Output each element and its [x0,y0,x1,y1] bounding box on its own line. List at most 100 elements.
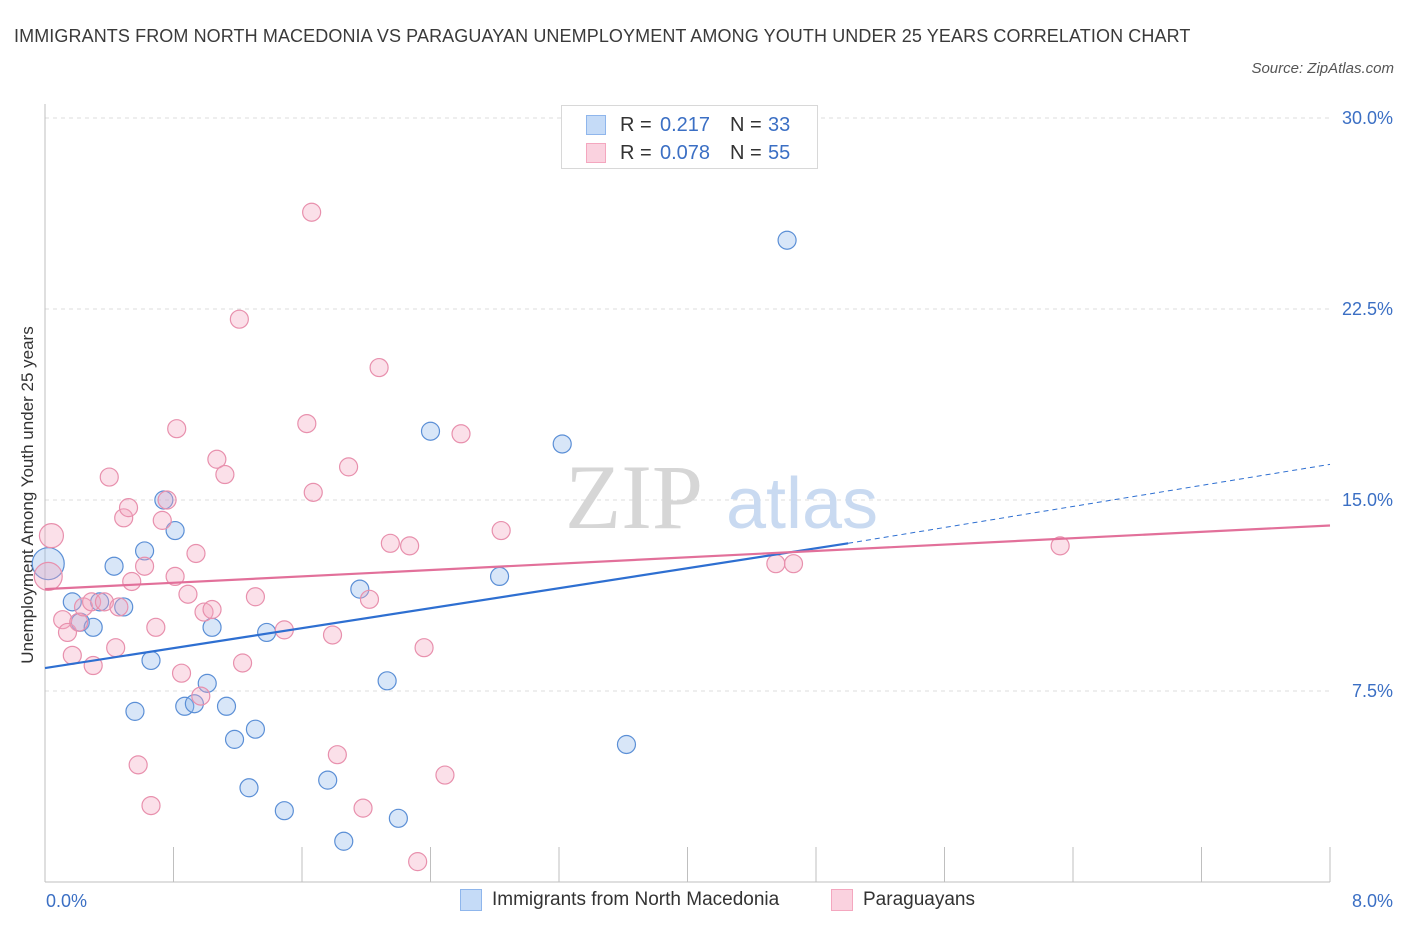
x-axis-max-label: 8.0% [1351,891,1393,911]
data-point [359,589,380,609]
series-north-macedonia-points [31,230,797,851]
data-point [99,467,119,487]
legend-row-north-macedonia: R = 0.217 N = 33 [586,113,790,137]
data-point [202,599,222,620]
data-point [184,694,204,714]
data-point [191,686,211,706]
data-point [216,696,237,716]
legend-n-label: N = [730,141,762,164]
data-point [167,419,187,439]
data-point [245,587,266,607]
trend-line-extension [848,463,1331,544]
data-point [297,414,317,434]
data-point [353,798,373,818]
data-point [232,653,253,673]
data-point [777,230,797,250]
data-point [350,579,370,599]
data-point [207,449,227,469]
data-point [215,464,235,485]
data-point [766,554,786,574]
data-point [369,357,389,378]
series-swatch-blue [460,889,482,911]
data-point [38,523,65,549]
series-legend-item-north-macedonia[interactable]: Immigrants from North Macedonia [460,889,779,911]
legend-r-value: 0.217 [660,113,711,136]
legend-r-label: R = [620,141,652,164]
data-point [165,566,185,587]
y-tick-label: 7.5% [1352,681,1393,701]
watermark: ZIP atlas [565,446,878,548]
data-point [224,729,245,749]
data-point [1050,536,1070,556]
data-point [157,490,177,510]
data-point [491,520,511,541]
y-tick-labels: 7.5% 15.0% 22.5% 30.0% [1342,108,1393,701]
y-tick-label: 30.0% [1342,108,1393,128]
data-point [134,541,155,561]
data-point [165,520,185,541]
series-legend-item-paraguayans[interactable]: Paraguayans [831,889,975,911]
watermark-atlas: atlas [726,464,878,544]
data-point [274,801,294,821]
axes [44,104,1331,883]
data-point [327,745,347,765]
series-legend-label: Immigrants from North Macedonia [492,889,780,910]
data-point [186,543,206,564]
data-point [94,592,115,612]
watermark-zip: ZIP [565,446,703,548]
chart-title: IMMIGRANTS FROM NORTH MACEDONIA VS PARAG… [14,26,1191,46]
y-tick-label: 15.0% [1342,490,1393,510]
data-point [122,571,142,592]
data-points [31,202,1070,872]
data-point [388,808,408,828]
data-point [302,202,322,222]
data-point [106,638,126,658]
series-paraguayans-points [33,202,1070,872]
y-tick-label: 22.5% [1342,299,1393,319]
data-point [303,482,323,502]
data-point [125,701,145,721]
data-point [62,592,82,612]
data-point [435,765,455,785]
legend-swatch-pink [586,143,606,163]
legend-r-value: 0.078 [660,141,711,164]
data-point [141,650,161,671]
legend-n-label: N = [730,113,762,136]
data-point [178,584,198,604]
data-point [152,510,172,530]
data-point [83,617,103,637]
data-point [69,612,89,632]
data-point [552,434,572,454]
legend-n-value: 55 [768,141,791,164]
data-point [118,498,139,518]
trend-line-paraguayans [44,524,1331,591]
data-point [146,617,166,637]
data-point [33,561,63,592]
data-point [114,508,134,528]
legend-r-label: R = [620,113,652,136]
data-point [62,645,82,665]
data-point [616,734,637,755]
data-point [245,719,266,739]
data-point [408,852,428,872]
data-point [400,536,420,556]
x-axis-min-label: 0.0% [46,891,88,911]
legend-swatch-blue [586,115,606,135]
data-point [322,625,343,645]
grid-lines [45,117,1330,692]
data-point [318,770,338,790]
data-point [109,597,129,617]
legend-row-paraguayans: R = 0.078 N = 55 [586,141,790,165]
data-point [414,638,434,658]
correlation-legend: R = 0.217 N = 33 R = 0.078 N = 55 [561,105,818,169]
data-point [489,566,510,587]
data-point [134,556,155,576]
source-label: Source: ZipAtlas.com [1251,60,1394,77]
trend-line-north-macedonia [44,542,849,670]
series-swatch-pink [831,889,853,911]
data-point [338,457,359,477]
data-point [141,795,161,816]
data-point [380,533,400,553]
data-point [420,421,441,441]
